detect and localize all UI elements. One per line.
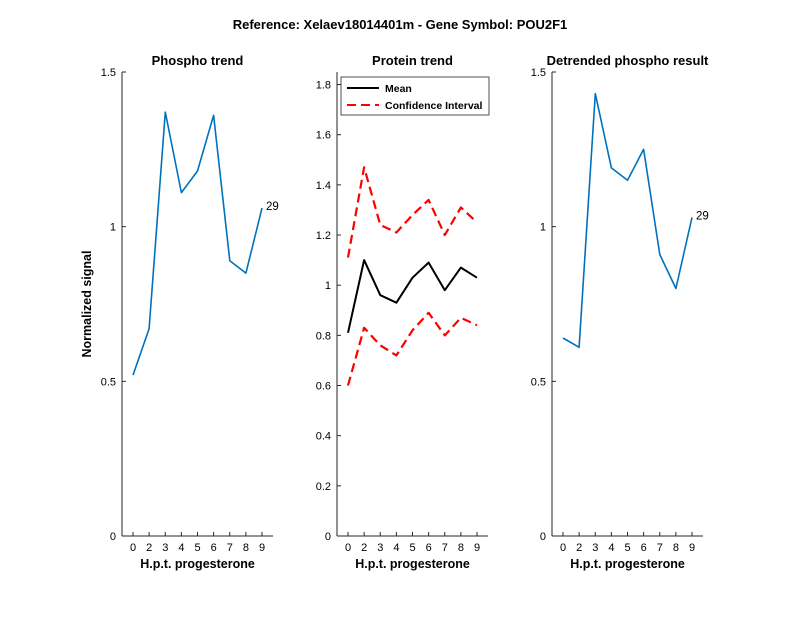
protein-trend-x-tick-label: 6 <box>426 542 432 554</box>
detrended-phospho-x-tick-label: 2 <box>576 542 582 554</box>
phospho-trend-x-tick-label: 0 <box>130 542 136 554</box>
phospho-trend-y-label: Normalized signal <box>80 251 94 358</box>
detrended-phospho-annotation: 29 <box>696 210 709 222</box>
phospho-trend-y-tick-label: 0.5 <box>101 376 116 388</box>
detrended-phospho-series-line-0 <box>562 92 693 349</box>
phospho-trend-x-tick-label: 9 <box>259 542 265 554</box>
protein-trend-y-tick-label: 0.6 <box>316 381 331 393</box>
protein-trend-series-line-1 <box>346 166 478 258</box>
detrended-phospho-x-tick-label: 3 <box>592 542 598 554</box>
protein-trend-x-tick-label: 3 <box>377 542 383 554</box>
phospho-trend-title: Phospho trend <box>152 53 244 68</box>
detrended-phospho-y-tick-label: 1.5 <box>531 67 546 79</box>
protein-trend-x-tick-label: 8 <box>458 542 464 554</box>
legend-entry-label: Mean <box>385 83 412 95</box>
protein-trend-x-label: H.p.t. progesterone <box>355 557 470 571</box>
protein-trend-title: Protein trend <box>372 53 453 68</box>
detrended-phospho-x-tick-label: 4 <box>608 542 614 554</box>
detrended-phospho-x-tick-label: 8 <box>673 542 679 554</box>
protein-trend-y-tick-label: 1.8 <box>316 80 331 92</box>
protein-trend-panel: Protein trend 0 0.2 0.4 0.6 0.8 1 1.2 1.4 1.6 1.8 0… <box>316 53 490 571</box>
detrended-phospho-title: Detrended phospho result <box>547 53 709 68</box>
phospho-trend-x-label: H.p.t. progesterone <box>140 557 255 571</box>
protein-trend-y-tick-label: 1.6 <box>316 130 331 142</box>
detrended-phospho-y-tick-label: 1 <box>540 222 546 234</box>
protein-trend-series-line-0 <box>347 259 478 334</box>
protein-trend-y-tick-label: 0.4 <box>316 431 331 443</box>
phospho-trend-annotation: 29 <box>266 201 279 213</box>
figure-title: Reference: Xelaev18014401m - Gene Symbol… <box>233 17 568 32</box>
legend-entry-label: Confidence Interval <box>385 100 483 112</box>
phospho-trend-x-tick-label: 7 <box>227 542 233 554</box>
protein-trend-x-tick-label: 5 <box>409 542 415 554</box>
phospho-trend-x-tick-label: 3 <box>162 542 168 554</box>
detrended-phospho-x-tick-label: 9 <box>689 542 695 554</box>
legend-box <box>340 76 490 116</box>
protein-trend-series-line-2 <box>346 311 478 386</box>
phospho-trend-series-line-0 <box>132 111 263 376</box>
protein-trend-x-tick-label: 7 <box>442 542 448 554</box>
detrended-phospho-y-tick-label: 0 <box>540 531 546 543</box>
detrended-phospho-y-tick-label: 0.5 <box>531 376 546 388</box>
detrended-phospho-x-label: H.p.t. progesterone <box>570 557 685 571</box>
phospho-trend-y-tick-label: 1 <box>110 222 116 234</box>
phospho-trend-x-tick-label: 4 <box>178 542 184 554</box>
detrended-phospho-x-tick-label: 7 <box>657 542 663 554</box>
protein-trend-x-tick-label: 2 <box>361 542 367 554</box>
phospho-trend-x-tick-label: 2 <box>146 542 152 554</box>
phospho-trend-y-tick-label: 0 <box>110 531 116 543</box>
detrended-phospho-x-tick-label: 5 <box>624 542 630 554</box>
protein-trend-legend: Mean Confidence Interval <box>340 76 490 116</box>
protein-trend-y-tick-label: 0.8 <box>316 330 331 342</box>
protein-trend-y-tick-label: 1 <box>325 280 331 292</box>
protein-trend-y-tick-label: 0.2 <box>316 481 331 493</box>
protein-trend-y-tick-label: 0 <box>325 531 331 543</box>
protein-trend-y-tick-label: 1.4 <box>316 180 331 192</box>
detrended-phospho-x-tick-label: 0 <box>560 542 566 554</box>
protein-trend-y-tick-label: 1.2 <box>316 230 331 242</box>
phospho-trend-x-tick-label: 5 <box>194 542 200 554</box>
phospho-trend-y-tick-label: 1.5 <box>101 67 116 79</box>
phospho-trend-x-tick-label: 8 <box>243 542 249 554</box>
phospho-trend-x-tick-label: 6 <box>211 542 217 554</box>
protein-trend-x-tick-label: 0 <box>345 542 351 554</box>
protein-trend-x-tick-label: 4 <box>393 542 399 554</box>
detrended-phospho-x-tick-label: 6 <box>641 542 647 554</box>
protein-trend-x-tick-label: 9 <box>474 542 480 554</box>
